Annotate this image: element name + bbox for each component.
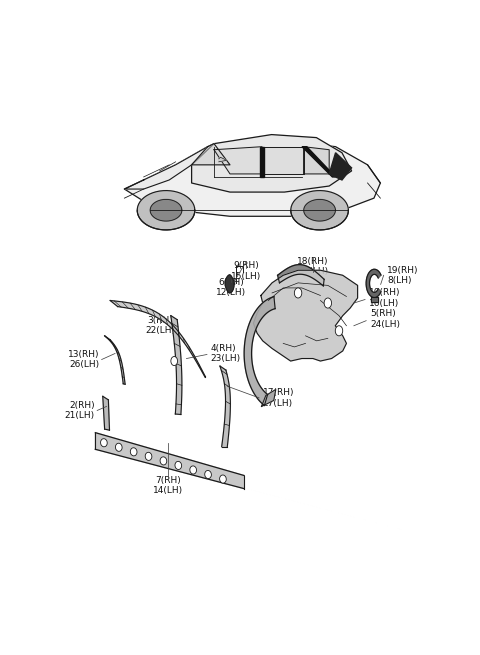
Polygon shape [110, 301, 205, 377]
Text: 10(RH)
16(LH): 10(RH) 16(LH) [369, 288, 400, 308]
Polygon shape [225, 275, 234, 293]
Ellipse shape [131, 448, 137, 456]
Circle shape [171, 356, 178, 365]
Text: 18(RH)
28(LH): 18(RH) 28(LH) [297, 257, 329, 276]
Polygon shape [277, 265, 324, 286]
Text: 13(RH)
26(LH): 13(RH) 26(LH) [68, 350, 99, 369]
Text: 3(RH)
22(LH): 3(RH) 22(LH) [145, 316, 176, 335]
Ellipse shape [190, 466, 196, 474]
Ellipse shape [160, 457, 167, 465]
Polygon shape [220, 366, 230, 447]
Polygon shape [371, 297, 378, 301]
Polygon shape [291, 210, 348, 230]
Text: 17(RH)
27(LH): 17(RH) 27(LH) [263, 388, 294, 407]
Circle shape [335, 326, 343, 336]
Polygon shape [253, 271, 358, 361]
Polygon shape [244, 297, 275, 405]
Polygon shape [150, 199, 182, 221]
Ellipse shape [101, 439, 107, 447]
Text: 4(RH)
23(LH): 4(RH) 23(LH) [211, 344, 241, 363]
Polygon shape [303, 147, 329, 174]
Polygon shape [124, 143, 214, 189]
Polygon shape [329, 153, 351, 180]
Polygon shape [171, 316, 182, 415]
Text: 9(RH)
15(LH): 9(RH) 15(LH) [231, 261, 261, 280]
Ellipse shape [145, 453, 152, 460]
Polygon shape [137, 210, 195, 230]
Polygon shape [214, 147, 262, 174]
Text: 19(RH)
8(LH): 19(RH) 8(LH) [387, 265, 419, 285]
Text: 2(RH)
21(LH): 2(RH) 21(LH) [64, 401, 95, 420]
Polygon shape [124, 141, 380, 216]
Polygon shape [302, 147, 336, 177]
Ellipse shape [205, 470, 211, 479]
Polygon shape [192, 143, 230, 165]
Polygon shape [137, 191, 195, 230]
Polygon shape [105, 336, 125, 384]
Ellipse shape [175, 461, 181, 470]
Polygon shape [260, 147, 264, 177]
Polygon shape [304, 199, 336, 221]
Polygon shape [103, 396, 109, 430]
Polygon shape [366, 269, 381, 297]
Polygon shape [262, 147, 303, 174]
Ellipse shape [116, 443, 122, 451]
Polygon shape [192, 134, 351, 192]
Text: 5(RH)
24(LH): 5(RH) 24(LH) [370, 309, 400, 329]
Circle shape [294, 288, 302, 298]
Polygon shape [262, 390, 276, 407]
Ellipse shape [220, 475, 226, 483]
Text: 7(RH)
14(LH): 7(RH) 14(LH) [153, 476, 183, 495]
Polygon shape [219, 157, 227, 162]
Text: 6(RH)
12(LH): 6(RH) 12(LH) [216, 278, 246, 297]
Circle shape [324, 298, 332, 308]
Polygon shape [96, 433, 244, 489]
Polygon shape [291, 191, 348, 230]
